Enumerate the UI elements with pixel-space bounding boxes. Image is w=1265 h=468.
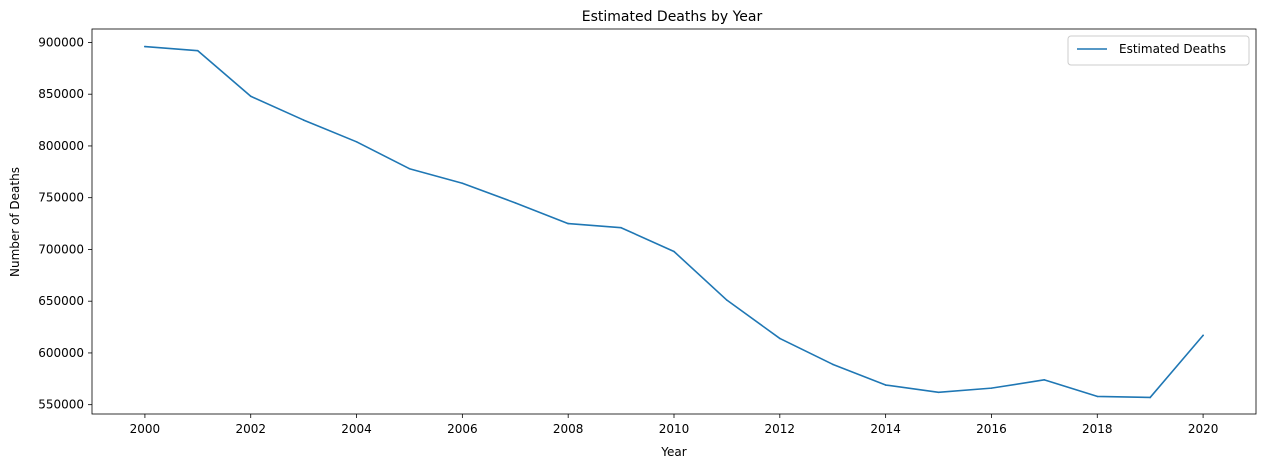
data-point: [249, 95, 252, 98]
y-tick-label: 800000: [38, 139, 84, 153]
data-point: [461, 182, 464, 185]
y-axis-label: Number of Deaths: [8, 167, 22, 277]
legend: Estimated Deaths: [1067, 35, 1250, 66]
y-tick-label: 650000: [38, 294, 84, 308]
x-tick-label: 2004: [341, 422, 372, 436]
y-tick-label: 700000: [38, 242, 84, 256]
data-point: [990, 387, 993, 389]
data-point: [302, 119, 305, 121]
x-tick-label: 2014: [870, 422, 901, 436]
x-axis-ticks: 2000 2002 2004 2006 2008 2010 2012 2014 2016 2018…: [130, 414, 1219, 436]
plot-frame: [91, 28, 1257, 415]
data-point: [1043, 379, 1046, 381]
chart-title: Estimated Deaths by Year: [582, 9, 763, 25]
data-point: [1149, 396, 1151, 399]
data-point: [673, 250, 675, 253]
y-tick-label: 600000: [38, 346, 84, 360]
data-point: [1202, 334, 1204, 337]
data-point: [937, 391, 940, 394]
x-tick-label: 2002: [235, 422, 266, 436]
y-tick-label: 850000: [38, 87, 84, 101]
data-point: [355, 141, 358, 143]
data-point: [1096, 395, 1099, 398]
data-point: [408, 167, 411, 170]
series-layer: [144, 45, 1204, 399]
data-point: [514, 202, 517, 204]
x-tick-label: 2012: [765, 422, 796, 436]
data-point: [620, 226, 622, 229]
y-tick-label: 550000: [38, 398, 84, 412]
y-axis-ticks: 550000 600000 650000 700000 750000 800000 8500…: [38, 35, 92, 412]
x-tick-label: 2016: [976, 422, 1007, 436]
x-tick-label: 2010: [659, 422, 690, 436]
legend-label: Estimated Deaths: [1119, 42, 1226, 56]
y-tick-label: 750000: [38, 191, 84, 205]
x-tick-label: 2006: [447, 422, 478, 436]
x-tick-label: 2018: [1082, 422, 1113, 436]
x-axis-label: Year: [660, 445, 686, 459]
x-tick-label: 2020: [1188, 422, 1219, 436]
plot-area: [92, 29, 1256, 414]
data-point: [567, 222, 569, 225]
data-point: [144, 45, 146, 48]
y-tick-label: 900000: [38, 35, 84, 49]
data-point: [779, 337, 781, 340]
legend-box: [1067, 35, 1250, 66]
x-tick-label: 2000: [130, 422, 161, 436]
data-point: [726, 299, 728, 301]
data-point: [831, 363, 834, 366]
data-point: [197, 49, 199, 52]
data-point: [884, 384, 887, 386]
x-tick-label: 2008: [553, 422, 584, 436]
